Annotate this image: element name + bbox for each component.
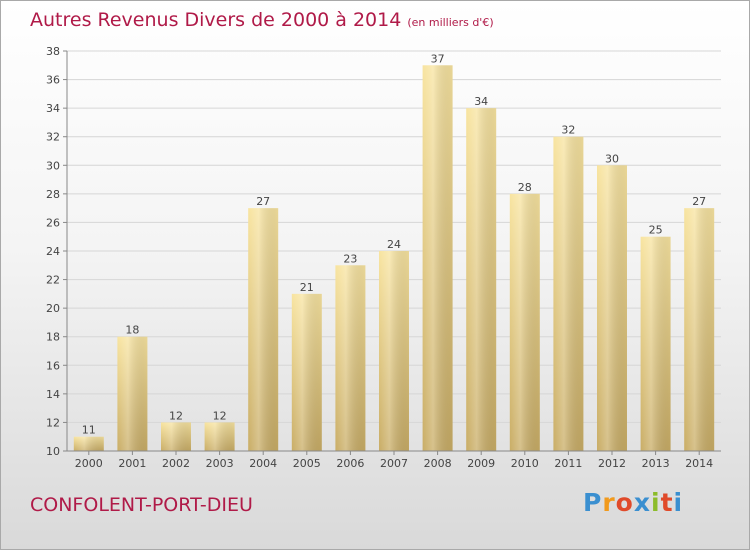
y-tick-label: 14 <box>46 388 60 401</box>
y-tick-label: 38 <box>46 45 60 58</box>
bar-value-label: 23 <box>343 252 357 265</box>
logo-letter: o <box>615 488 634 517</box>
x-tick-label: 2006 <box>336 457 364 470</box>
bar-value-label: 25 <box>649 224 663 237</box>
x-tick-label: 2005 <box>293 457 321 470</box>
y-tick-label: 22 <box>46 274 60 287</box>
logo-letter: t <box>660 488 674 517</box>
bar-value-label: 32 <box>561 124 575 137</box>
chart-title: Autres Revenus Divers de 2000 à 2014 (en … <box>30 9 494 31</box>
bar-shine <box>466 108 497 452</box>
bar-shine <box>509 193 540 451</box>
bar-value-label: 12 <box>213 409 227 422</box>
bar-value-label: 34 <box>474 95 488 108</box>
x-tick-label: 2011 <box>554 457 582 470</box>
y-tick-label: 30 <box>46 159 60 172</box>
bar-shine <box>161 422 191 451</box>
axes: 10 12 14 16 18 20 22 24 26 28 30 32 34 36 38 2000 2001 20… <box>46 45 721 470</box>
bar-shine <box>73 436 104 451</box>
bar-shine <box>684 208 715 451</box>
bar-shine <box>335 265 366 451</box>
bar-shine <box>291 293 322 451</box>
commune-name: CONFOLENT-PORT-DIEU <box>30 494 253 516</box>
logo-letter: r <box>602 488 616 517</box>
bar-shine <box>248 208 279 451</box>
bar-shine <box>379 251 409 451</box>
bar-value-label: 27 <box>256 195 270 208</box>
y-tick-label: 12 <box>46 416 60 429</box>
bar-value-label: 24 <box>387 238 401 251</box>
x-tick-label: 2009 <box>467 457 495 470</box>
y-tick-label: 36 <box>46 74 60 87</box>
x-tick-label: 2010 <box>511 457 539 470</box>
y-tick-label: 16 <box>46 359 60 372</box>
y-tick-label: 34 <box>46 102 60 115</box>
logo-letter: i <box>673 488 684 517</box>
bar-value-label: 28 <box>518 181 532 194</box>
data-labels: 11 18 12 12 27 21 23 24 37 34 28 32 30 25 27 <box>82 52 706 436</box>
bar-value-label: 21 <box>300 281 314 294</box>
x-tick-label: 2002 <box>162 457 190 470</box>
proxiti-logo[interactable]: Proxiti <box>583 488 683 517</box>
bar-value-label: 30 <box>605 152 619 165</box>
y-tick-label: 24 <box>46 245 60 258</box>
y-tick-label: 10 <box>46 445 60 458</box>
bar-shine <box>422 65 453 452</box>
bar-shine <box>204 422 235 451</box>
y-tick-label: 28 <box>46 188 60 201</box>
bar-shine <box>597 165 627 452</box>
x-tick-label: 2012 <box>598 457 626 470</box>
x-tick-label: 2014 <box>685 457 713 470</box>
y-tick-label: 18 <box>46 331 60 344</box>
logo-letter: P <box>583 488 603 517</box>
x-tick-label: 2013 <box>642 457 670 470</box>
chart-subtitle: (en milliers d'€) <box>407 16 494 29</box>
bar-value-label: 18 <box>125 324 139 337</box>
bar-shine <box>640 236 671 451</box>
bar-shine <box>553 136 584 451</box>
logo-letter: i <box>651 488 661 517</box>
bar-shine <box>117 336 148 451</box>
chart-title-text: Autres Revenus Divers de 2000 à 2014 <box>30 9 402 31</box>
bars <box>73 65 715 452</box>
x-tick-label: 2007 <box>380 457 408 470</box>
x-tick-label: 2008 <box>424 457 452 470</box>
bar-value-label: 27 <box>692 195 706 208</box>
x-tick-label: 2003 <box>206 457 234 470</box>
y-tick-label: 20 <box>46 302 60 315</box>
y-tick-label: 26 <box>46 216 60 229</box>
x-tick-label: 2001 <box>118 457 146 470</box>
y-tick-label: 32 <box>46 131 60 144</box>
bar-value-label: 11 <box>82 424 96 437</box>
logo-letter: x <box>633 488 651 517</box>
x-tick-label: 2000 <box>75 457 103 470</box>
bar-value-label: 37 <box>431 52 445 65</box>
bar-value-label: 12 <box>169 409 183 422</box>
x-tick-label: 2004 <box>249 457 277 470</box>
